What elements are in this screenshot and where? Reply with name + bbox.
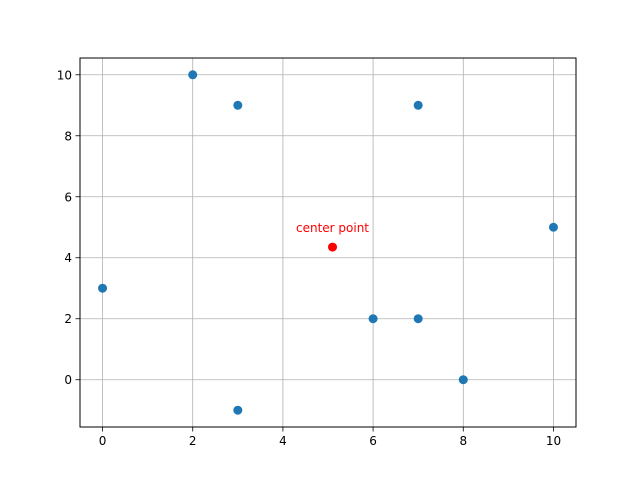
data-points [98,70,558,415]
data-point [98,283,108,293]
y-tick-label: 2 [64,312,72,326]
data-point [233,100,243,110]
y-tick-label: 6 [64,190,72,204]
center-point-marker [328,242,338,252]
data-point [368,314,378,324]
y-axis: 0 2 4 6 8 10 [57,68,80,387]
x-axis: 0 2 4 6 8 10 [99,427,561,448]
y-tick-label: 10 [57,68,72,82]
data-point [458,375,468,385]
grid-lines [80,58,576,427]
center-point-label: center point [296,221,369,235]
x-tick-label: 8 [459,434,467,448]
data-point [548,222,558,232]
plot-area-frame [79,57,577,428]
data-point [188,70,198,80]
y-tick-label: 4 [64,251,72,265]
x-tick-label: 6 [369,434,377,448]
plot-area-background [80,58,576,427]
x-tick-label: 2 [189,434,197,448]
data-point [233,405,243,415]
data-point [413,314,423,324]
x-tick-label: 0 [99,434,107,448]
data-point [413,100,423,110]
y-tick-label: 0 [64,373,72,387]
annotations: center point [296,221,369,235]
y-tick-label: 8 [64,129,72,143]
x-tick-label: 10 [546,434,561,448]
x-tick-label: 4 [279,434,287,448]
